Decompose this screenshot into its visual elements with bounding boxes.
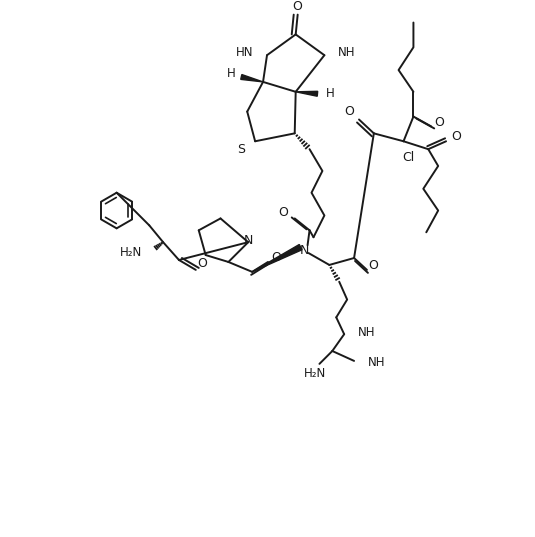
Polygon shape [296, 91, 318, 96]
Text: O: O [293, 0, 303, 13]
Text: O: O [344, 105, 354, 118]
Text: N: N [300, 244, 309, 257]
Text: O: O [278, 206, 288, 219]
Text: HN: HN [235, 46, 253, 59]
Text: H: H [325, 88, 334, 100]
Text: O: O [368, 259, 378, 272]
Text: NH: NH [338, 46, 356, 59]
Text: H₂N: H₂N [120, 245, 142, 259]
Text: NH: NH [358, 326, 376, 339]
Text: Cl: Cl [402, 150, 415, 164]
Text: S: S [238, 143, 245, 156]
Text: NH: NH [368, 357, 385, 369]
Text: O: O [271, 251, 281, 264]
Polygon shape [252, 244, 302, 272]
Text: H₂N: H₂N [304, 367, 326, 380]
Text: O: O [451, 130, 461, 143]
Text: O: O [197, 257, 207, 271]
Text: N: N [243, 234, 253, 246]
Text: O: O [434, 116, 444, 129]
Polygon shape [241, 75, 263, 82]
Text: H: H [227, 68, 235, 81]
